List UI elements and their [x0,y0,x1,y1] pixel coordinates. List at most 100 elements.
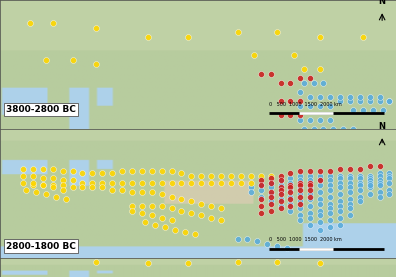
Point [69,185,76,189]
Point [158,204,165,208]
Point [244,237,251,241]
Point [148,169,155,173]
Point [356,176,363,180]
Point [386,173,392,178]
Point [287,113,293,117]
Point [366,192,373,197]
Point [238,180,244,185]
Point [172,227,178,232]
Point [346,213,353,218]
Point [257,204,264,208]
Point [208,216,214,220]
Point [317,202,323,206]
Point [145,35,152,39]
Point [327,183,333,187]
Point [218,206,224,211]
Point [158,216,165,220]
Point [317,94,323,99]
Point [30,173,36,178]
Point [307,173,313,178]
Point [356,173,363,178]
Point [50,176,56,180]
Point [198,180,204,185]
Point [386,180,392,185]
Point [43,192,50,197]
Point [360,108,366,113]
Point [257,71,264,76]
Point [337,199,343,204]
Point [139,204,145,208]
Point [69,58,76,62]
Point [248,185,254,189]
Point [251,53,257,57]
Point [317,67,323,71]
Point [287,99,293,103]
Point [366,176,373,180]
Point [386,192,392,197]
Point [307,188,313,192]
Point [317,261,323,265]
Point [327,194,333,199]
Point [79,171,86,176]
Point [69,169,76,173]
Point [168,206,175,211]
Point [119,180,125,185]
Point [139,211,145,215]
Point [346,206,353,211]
Point [343,140,350,145]
Point [109,188,115,192]
Point [346,94,353,99]
Point [337,185,343,189]
Point [376,190,383,194]
Point [376,173,383,178]
Point [287,190,293,194]
Point [317,35,323,39]
Point [27,21,33,25]
Point [287,171,293,176]
Point [307,197,313,201]
Point [277,173,284,178]
Point [277,204,284,208]
Point [267,202,274,206]
Point [158,169,165,173]
Point [307,178,313,183]
Point [267,180,274,185]
Point [119,188,125,192]
Point [376,94,383,99]
Point [337,176,343,180]
Point [376,99,383,103]
Point [109,180,115,185]
Point [284,246,290,250]
Point [304,136,310,140]
Point [337,223,343,227]
Point [30,166,36,171]
Point [89,185,95,189]
Point [188,173,194,178]
Point [297,76,303,80]
Point [350,108,356,113]
Point [148,190,155,194]
Point [142,220,148,225]
Point [297,90,303,94]
Point [129,204,135,208]
Point [380,108,386,113]
Point [234,30,241,34]
Point [50,183,56,187]
Point [277,113,284,117]
Point [119,169,125,173]
Point [89,180,95,185]
Point [188,199,194,204]
Point [257,173,264,178]
Point [307,180,313,185]
Point [99,185,105,189]
Point [93,260,99,264]
Point [297,169,303,173]
Point [386,176,392,180]
Point [317,117,323,122]
Point [267,185,274,189]
Point [320,81,327,85]
Point [267,180,274,185]
Point [301,81,307,85]
Point [297,173,303,178]
Point [63,197,69,201]
